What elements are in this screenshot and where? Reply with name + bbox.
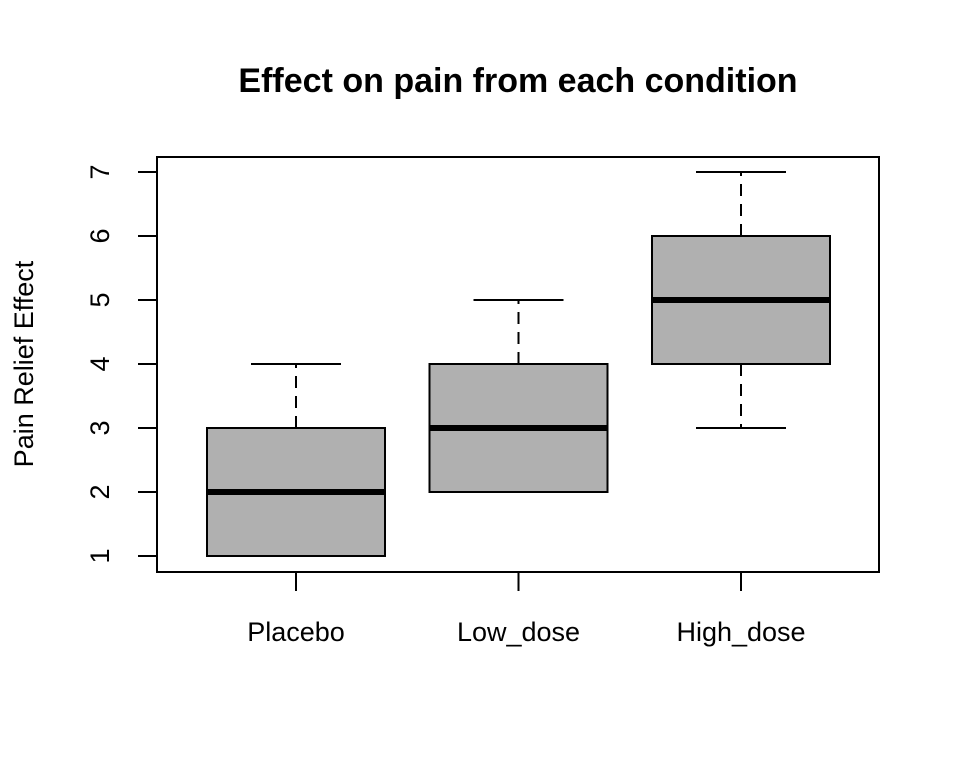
y-axis: 1 2 3 4 5 6 7 <box>85 164 158 564</box>
boxes-group <box>206 171 831 557</box>
x-axis: Placebo Low_dose High_dose <box>247 572 806 647</box>
y-tick-label: 1 <box>85 548 115 563</box>
x-tick-label: Low_dose <box>457 617 580 647</box>
y-tick-label: 5 <box>85 292 115 307</box>
y-tick-label: 2 <box>85 484 115 499</box>
chart-title: Effect on pain from each condition <box>238 62 797 100</box>
x-tick-label: Placebo <box>247 617 345 647</box>
box-placebo <box>206 363 386 557</box>
y-tick-label: 4 <box>85 356 115 371</box>
y-tick-label: 3 <box>85 420 115 435</box>
y-axis-label: Pain Relief Effect <box>9 260 39 467</box>
box-low_dose <box>428 299 609 493</box>
y-tick-label: 6 <box>85 228 115 243</box>
x-tick-label: High_dose <box>676 617 805 647</box>
y-tick-label: 7 <box>85 164 115 179</box>
box-high_dose <box>651 171 831 429</box>
